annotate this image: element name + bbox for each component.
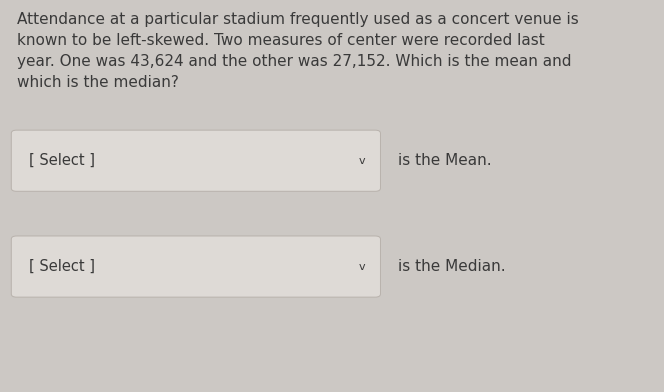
Text: is the Mean.: is the Mean.	[398, 153, 492, 168]
Text: [ Select ]: [ Select ]	[29, 259, 94, 274]
Text: v: v	[359, 156, 365, 166]
Text: is the Median.: is the Median.	[398, 259, 506, 274]
Text: Attendance at a particular stadium frequently used as a concert venue is
known t: Attendance at a particular stadium frequ…	[17, 12, 578, 90]
Text: [ Select ]: [ Select ]	[29, 153, 94, 168]
Text: v: v	[359, 261, 365, 272]
FancyBboxPatch shape	[11, 236, 380, 297]
FancyBboxPatch shape	[11, 130, 380, 191]
